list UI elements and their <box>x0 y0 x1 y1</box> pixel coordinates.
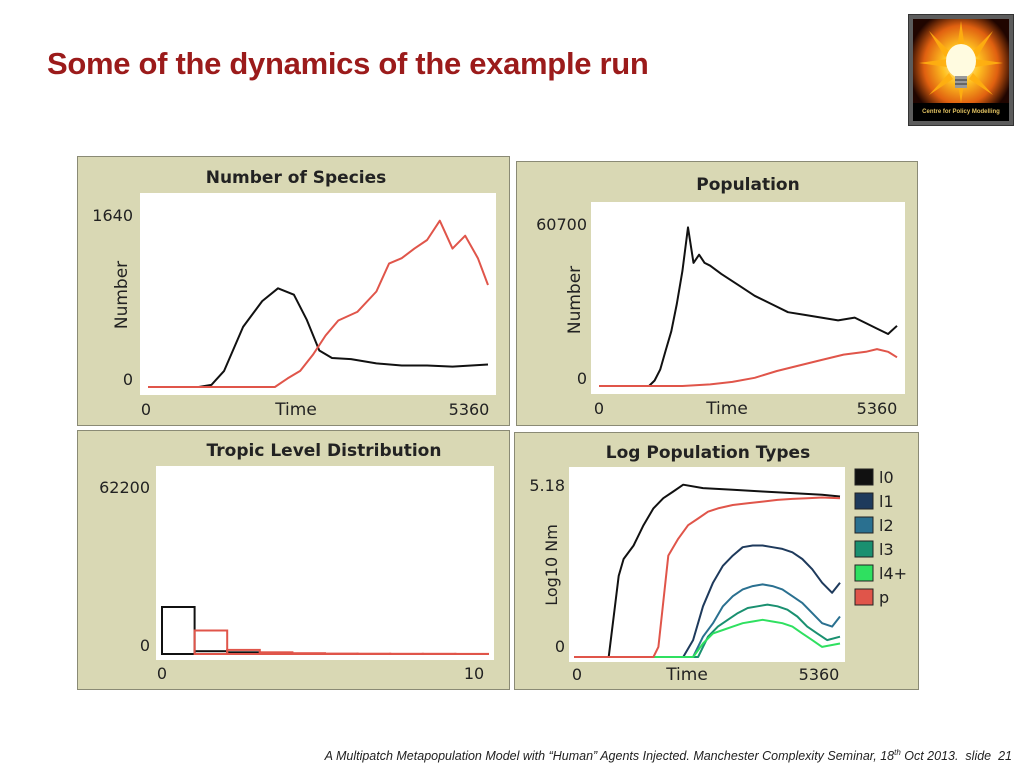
plot-area <box>156 466 494 660</box>
slide-title: Some of the dynamics of the example run <box>47 46 649 81</box>
y-tick-label: 0 <box>555 637 565 656</box>
y-tick-label: 1640 <box>92 206 133 225</box>
cpm-logo: Centre for Policy Modelling <box>908 14 1014 126</box>
y-axis-label: Number <box>565 266 585 334</box>
plot-area <box>591 202 905 394</box>
legend-label: l2 <box>879 516 894 535</box>
series-line-1 <box>599 348 898 387</box>
legend: l0 l1 l2 l3 l4+ p <box>854 468 907 607</box>
x-tick-label: 5360 <box>449 400 490 419</box>
x-tick-label: 0 <box>594 399 604 418</box>
chart-population: Population 60700 0 0 5360 Time Number <box>536 175 905 419</box>
series-line-l4+ <box>574 618 841 658</box>
legend-swatch <box>854 588 874 606</box>
x-tick-label: 0 <box>141 400 151 419</box>
y-tick-label: 0 <box>577 369 587 388</box>
legend-swatch <box>854 492 874 510</box>
chart-title: Population <box>696 175 799 195</box>
footer-slide-label: slide <box>965 749 992 764</box>
y-tick-label: 5.18 <box>529 476 565 495</box>
series-line-l3 <box>574 603 841 658</box>
footer-date: Oct 2013. <box>900 749 959 764</box>
legend-label: p <box>879 588 889 607</box>
series-line-0 <box>599 226 898 387</box>
legend-swatch <box>854 468 874 486</box>
series-group <box>161 606 489 656</box>
panel-log-population-types: Log Population Types 5.18 0 0 5360 Time … <box>514 432 919 690</box>
series-group <box>599 226 898 387</box>
legend-swatch <box>854 564 874 582</box>
y-tick-label: 60700 <box>536 215 587 234</box>
series-line-1 <box>148 219 489 388</box>
series-group <box>574 483 841 658</box>
y-tick-label: 62200 <box>99 478 150 497</box>
series-group <box>148 219 489 388</box>
footer-citation: A Multipatch Metapopulation Model with “… <box>324 749 895 764</box>
y-axis-label: Number <box>112 261 132 329</box>
series-line-0 <box>148 287 489 388</box>
x-tick-label: 5360 <box>857 399 898 418</box>
y-tick-label: 0 <box>123 370 133 389</box>
panel-tropic-level-distribution: Tropic Level Distribution 62200 0 0 10 <box>77 430 510 690</box>
chart-tropic-level-distribution: Tropic Level Distribution 62200 0 0 10 <box>99 441 494 683</box>
panel-population: Population 60700 0 0 5360 Time Number <box>516 161 918 426</box>
legend-swatch <box>854 540 874 558</box>
x-tick-label: 5360 <box>799 665 840 684</box>
legend-label: l1 <box>879 492 894 511</box>
y-tick-label: 0 <box>140 636 150 655</box>
y-axis-label: Log10 Nm <box>542 524 561 606</box>
series-line-l0 <box>574 483 841 658</box>
x-tick-label: 0 <box>157 664 167 683</box>
x-axis-label: Time <box>665 665 708 685</box>
x-axis-label: Time <box>274 400 317 420</box>
panel-number-of-species: Number of Species 1640 0 0 5360 Time Num… <box>77 156 510 426</box>
chart-log-population-types: Log Population Types 5.18 0 0 5360 Time … <box>529 443 907 685</box>
chart-number-of-species: Number of Species 1640 0 0 5360 Time Num… <box>92 168 496 420</box>
chart-title: Tropic Level Distribution <box>207 441 442 461</box>
lightbulb-icon: Centre for Policy Modelling <box>913 19 1009 121</box>
series-line-l2 <box>574 583 841 658</box>
legend-label: l4+ <box>879 564 907 583</box>
legend-label: l0 <box>879 468 894 487</box>
slide-footer: A Multipatch Metapopulation Model with “… <box>325 748 1012 763</box>
chart-title: Number of Species <box>206 168 387 188</box>
histogram-bar <box>193 629 229 655</box>
histogram-bar <box>258 651 294 656</box>
legend-swatch <box>854 516 874 534</box>
footer-sup: th <box>894 748 901 757</box>
x-tick-label: 0 <box>572 665 582 684</box>
chart-title: Log Population Types <box>606 443 810 463</box>
x-tick-label: 10 <box>464 664 484 683</box>
series-line-l1 <box>574 544 841 658</box>
histogram-bar <box>291 652 326 655</box>
legend-label: l3 <box>879 540 894 559</box>
x-axis-label: Time <box>705 399 748 419</box>
footer-page-number: 21 <box>998 749 1012 764</box>
plot-area <box>140 193 496 395</box>
logo-caption: Centre for Policy Modelling <box>922 109 1000 115</box>
series-line-p <box>574 496 841 658</box>
